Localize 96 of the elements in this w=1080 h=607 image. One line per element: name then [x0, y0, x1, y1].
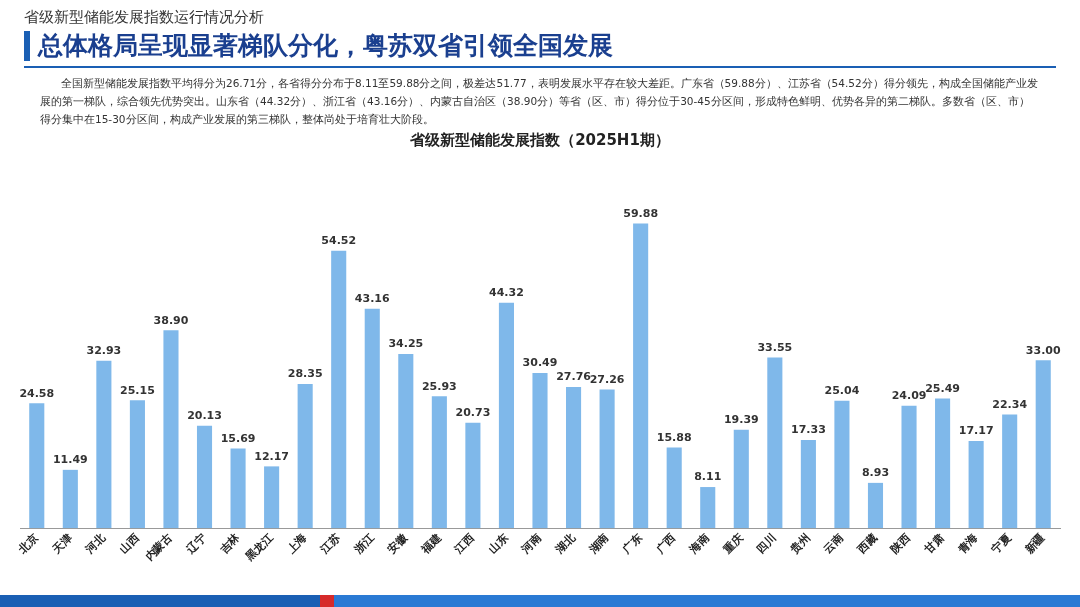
- data-label: 22.34: [992, 397, 1028, 411]
- x-tick-label: 湖南: [585, 530, 612, 557]
- bar: [566, 387, 582, 529]
- x-tick-label: 上海: [283, 530, 310, 557]
- bar: [62, 469, 78, 529]
- bar: [465, 422, 481, 529]
- x-tick-label: 陕西: [888, 530, 914, 556]
- data-label: 33.55: [757, 340, 793, 354]
- bar: [901, 405, 917, 529]
- data-label: 11.49: [52, 453, 88, 467]
- bar: [163, 330, 179, 529]
- bar: [364, 308, 380, 529]
- x-tick-label: 广东: [619, 530, 645, 557]
- data-label: 15.69: [220, 431, 256, 445]
- data-label: 8.93: [861, 466, 890, 480]
- text: 总体格局呈现显著梯队分化，粤苏双省引领全国发展: [38, 30, 613, 62]
- bar: [867, 482, 884, 529]
- x-tick-label: 辽宁: [183, 530, 209, 557]
- x-tick-label: 北京: [15, 530, 41, 557]
- data-label: 24.58: [19, 386, 55, 400]
- bar: [230, 448, 246, 529]
- data-label: 59.88: [623, 206, 659, 220]
- x-tick-label: 黑龙江: [242, 530, 276, 565]
- x-tick-label: 广西: [652, 530, 679, 557]
- data-label: 12.17: [254, 449, 290, 463]
- data-label: 28.35: [287, 367, 323, 381]
- bar: [599, 389, 615, 529]
- data-label: 20.13: [187, 409, 222, 423]
- bar: [129, 400, 145, 529]
- x-tick-label: 山东: [485, 530, 511, 556]
- text: 省级新型储能发展指数运行情况分析: [23, 7, 265, 27]
- bar: [96, 360, 112, 529]
- x-tick-label: 江西: [451, 530, 478, 557]
- x-tick-label: 贵州: [787, 530, 813, 557]
- data-label: 25.15: [120, 383, 155, 397]
- bar: [666, 447, 682, 529]
- data-label: 33.00: [1025, 343, 1061, 357]
- bar: [700, 487, 716, 529]
- x-tick-label: 河北: [82, 530, 109, 557]
- data-label: 54.52: [321, 234, 357, 248]
- bar: [1002, 414, 1018, 529]
- bar: [196, 425, 213, 529]
- bar: [431, 396, 447, 529]
- bar: [29, 403, 45, 529]
- data-label: 34.25: [388, 337, 424, 351]
- data-label: 27.26: [589, 372, 625, 386]
- x-tick-label: 福建: [418, 530, 444, 557]
- x-tick-label: 浙江: [350, 530, 377, 557]
- data-label: 25.49: [925, 381, 960, 395]
- bar: [733, 429, 749, 529]
- data-label: 20.73: [455, 406, 491, 420]
- data-label: 17.33: [790, 423, 826, 437]
- bar: [264, 466, 280, 529]
- data-label: 24.09: [891, 389, 927, 403]
- x-tick-label: 宁夏: [989, 530, 1014, 556]
- x-tick-label: 吉林: [216, 530, 243, 557]
- data-label: 30.49: [522, 356, 558, 370]
- x-tick-label: 内蒙古: [142, 530, 176, 564]
- bar: [834, 400, 850, 529]
- x-tick-label: 山西: [116, 530, 142, 556]
- data-label: 38.90: [153, 313, 189, 327]
- bar: [331, 250, 347, 529]
- data-label: 8.11: [694, 470, 722, 484]
- bar: [1035, 360, 1051, 529]
- chart-title: 省级新型储能发展指数（2025H1期）: [409, 130, 670, 149]
- bar: [498, 302, 514, 529]
- x-tick-label: 云南: [821, 530, 847, 556]
- data-label: 32.93: [86, 344, 122, 358]
- x-tick-label: 重庆: [719, 530, 746, 557]
- bar: [297, 384, 313, 529]
- data-label: 44.32: [489, 286, 524, 300]
- x-tick-label: 新疆: [1021, 530, 1048, 557]
- data-label: 17.17: [958, 424, 994, 438]
- x-tick-label: 江苏: [317, 530, 343, 557]
- x-tick-label: 海南: [686, 530, 712, 557]
- data-label: 25.04: [824, 384, 860, 398]
- x-tick-label: 甘肃: [921, 530, 947, 557]
- x-tick-label: 天津: [49, 530, 75, 557]
- data-label: 25.93: [421, 379, 457, 393]
- bar: [767, 357, 783, 529]
- x-tick-label: 安徽: [385, 530, 411, 556]
- data-label: 15.88: [656, 430, 692, 444]
- bar: [633, 223, 649, 529]
- text: 全国新型储能发展指数平均得分为26.71分，各省得分分布于8.11至59.88分之间，极差达51.77，表明发展水平存在较大差距。广东省（59.88分）、江苏省（54.52分）得分领先，构成全国储能产业发展的第一梯队，综合领先优势突出。山东省（44.32分）、浙江省（43.16分）、内蒙古自治区（38.90分）等省（区、市）得分位于30-45分区间，形成特色鲜明、优势各异的第二梯队。多数省（区、市）得分集中在15-30分区间，构成产业发展的第三梯队，整体尚处于培育壮大阶段。: [39, 76, 1039, 127]
- x-tick-label: 青海: [954, 530, 981, 557]
- bar: [935, 398, 951, 529]
- bar: [532, 373, 548, 529]
- x-tick-label: 河南: [518, 530, 545, 557]
- bar: [968, 440, 984, 529]
- bar: [800, 440, 816, 529]
- data-label: 43.16: [354, 291, 390, 305]
- data-label: 19.39: [723, 412, 759, 426]
- x-tick-label: 四川: [754, 530, 779, 556]
- x-tick-label: 湖北: [552, 530, 579, 557]
- x-tick-label: 西藏: [854, 530, 880, 557]
- bar: [398, 353, 414, 529]
